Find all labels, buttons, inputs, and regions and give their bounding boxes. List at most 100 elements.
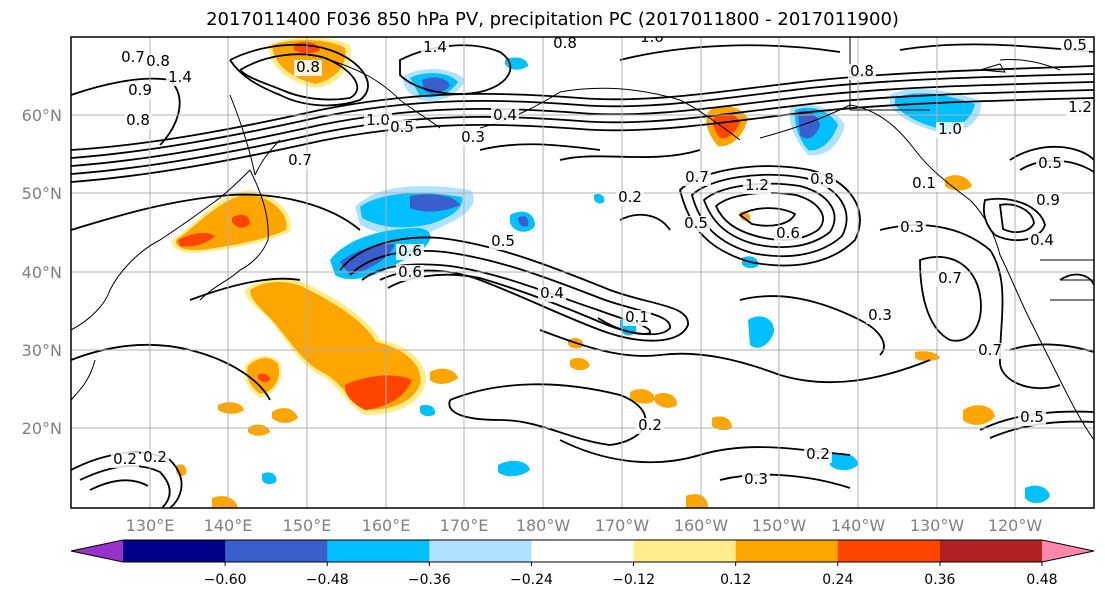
colorbar-extend-high — [1042, 540, 1094, 562]
contour-label-bg — [623, 310, 651, 326]
contour-label-bg — [936, 122, 964, 138]
colorbar-tick-label: −0.60 — [204, 572, 247, 588]
contour-label: 0.3 — [461, 128, 485, 146]
lat-tick: 50°N — [22, 184, 62, 203]
contour-label: 0.8 — [553, 34, 577, 52]
contour-label-bg — [976, 343, 1004, 359]
contour-label: 0.9 — [128, 81, 152, 99]
contour-label-bg — [898, 220, 926, 236]
colorbar-segment — [225, 540, 328, 562]
contour-label: 0.4 — [1030, 231, 1054, 249]
colorbar-extend-low — [71, 540, 123, 562]
contour-label: 0.7 — [685, 168, 709, 186]
contour-label-bg — [1028, 233, 1056, 249]
contour-label: 0.8 — [126, 111, 150, 129]
contour-label-bg — [848, 64, 876, 80]
contour-label-bg — [141, 450, 169, 466]
contour-label-bg — [538, 286, 566, 302]
contour-label: 0.7 — [978, 341, 1002, 359]
contour-label-bg — [286, 153, 314, 169]
contour-label: 1.4 — [168, 68, 192, 86]
lon-tick: 180°W — [516, 516, 571, 535]
lat-tick: 30°N — [22, 341, 62, 360]
contour-label: 1.0 — [640, 28, 664, 46]
colorbar-segment — [633, 540, 737, 562]
contour-label: 1.2 — [745, 176, 769, 194]
contour-label: 0.8 — [810, 170, 834, 188]
precip-positive-shading — [171, 37, 995, 508]
lon-tick: 150°E — [283, 516, 332, 535]
contour-label: 0.3 — [744, 470, 768, 488]
contour-label-bg — [1034, 193, 1062, 209]
colorbar-tick-label: 0.48 — [1026, 572, 1057, 588]
contour-label: 1.0 — [366, 111, 390, 129]
lon-tick: 130°W — [910, 516, 965, 535]
colorbar-segment — [837, 540, 941, 562]
contour-label: 0.3 — [868, 306, 892, 324]
colorbar: −0.60 −0.48 −0.36 −0.24 −0.12 0.12 0.24 0.36 0.4… — [70, 539, 1095, 588]
lat-tick: 40°N — [22, 263, 62, 282]
contour-label: 0.5 — [1063, 36, 1087, 54]
contour-label: 0.6 — [776, 224, 800, 242]
contour-label: 1.2 — [1068, 98, 1092, 116]
contour-label: 0.3 — [900, 218, 924, 236]
contour-label-bg — [866, 308, 894, 324]
colorbar-segment — [531, 540, 635, 562]
lon-tick: 170°E — [440, 516, 489, 535]
colorbar-tick-label: 0.24 — [822, 572, 853, 588]
contour-label-bg — [804, 447, 832, 463]
contour-label-bg — [119, 50, 147, 66]
longitude-axis: 130°E 140°E 150°E 160°E 170°E 180°W 170°… — [126, 516, 1043, 535]
contour-label: 0.7 — [121, 48, 145, 66]
contour-label: 0.1 — [912, 174, 936, 192]
contour-label-bg — [808, 172, 836, 188]
contour-label-bg — [1036, 156, 1064, 172]
map-gridlines — [71, 37, 1094, 508]
lat-tick: 60°N — [22, 106, 62, 125]
colorbar-segment — [939, 540, 1043, 562]
contour-label-bg — [742, 472, 770, 488]
contour-label: 0.2 — [806, 445, 830, 463]
contour-label-bg — [638, 37, 666, 46]
lon-tick: 130°E — [126, 516, 175, 535]
colorbar-tick-label: −0.36 — [408, 572, 451, 588]
contour-label-bg — [616, 190, 644, 206]
lon-tick: 170°W — [595, 516, 650, 535]
contour-label-bg — [1066, 100, 1094, 116]
colorbar-outline — [70, 539, 1095, 563]
contour-label-bg — [489, 234, 517, 250]
contour-label-bg — [166, 70, 194, 86]
contour-label: 0.4 — [493, 106, 517, 124]
lon-tick: 160°E — [362, 516, 411, 535]
contour-label: 0.9 — [1036, 191, 1060, 209]
contour-label: 1.4 — [423, 38, 447, 56]
contour-label-bg — [421, 40, 449, 56]
colorbar-tick-label: −0.48 — [306, 572, 349, 588]
contour-label-bg — [124, 113, 152, 129]
colorbar-segment — [123, 540, 226, 562]
contour-label: 0.2 — [638, 416, 662, 434]
map-frame — [70, 36, 1095, 509]
contour-label: 0.8 — [296, 58, 320, 76]
contour-labels: 0.7 0.8 1.4 1.4 0.8 1.0 0.8 0.9 0.5 0.8 1.0 0.7 0.3 0… — [111, 28, 1094, 488]
contour-label: 0.1 — [625, 308, 649, 326]
lat-tick: 20°N — [22, 419, 62, 438]
colorbar-segment — [735, 540, 839, 562]
contour-label-bg — [743, 178, 771, 194]
colorbar-tick-label: 0.12 — [720, 572, 751, 588]
contour-label-bg — [144, 54, 172, 70]
map-title: 2017011400 F036 850 hPa PV, precipitatio… — [206, 9, 899, 30]
latitude-axis: 20°N 30°N 40°N 50°N 60°N — [22, 106, 62, 438]
contour-label: 0.5 — [1038, 154, 1062, 172]
lon-tick: 150°W — [752, 516, 807, 535]
lon-tick: 140°E — [204, 516, 253, 535]
contour-label-bg — [683, 170, 711, 186]
contour-label-bg — [111, 452, 139, 468]
contour-label-bg — [682, 216, 710, 232]
contour-label-bg — [1018, 410, 1046, 426]
coastlines — [71, 37, 1094, 441]
contour-label-bg — [910, 176, 938, 192]
contour-label-bg — [1061, 38, 1089, 54]
colorbar-segment — [429, 540, 532, 562]
